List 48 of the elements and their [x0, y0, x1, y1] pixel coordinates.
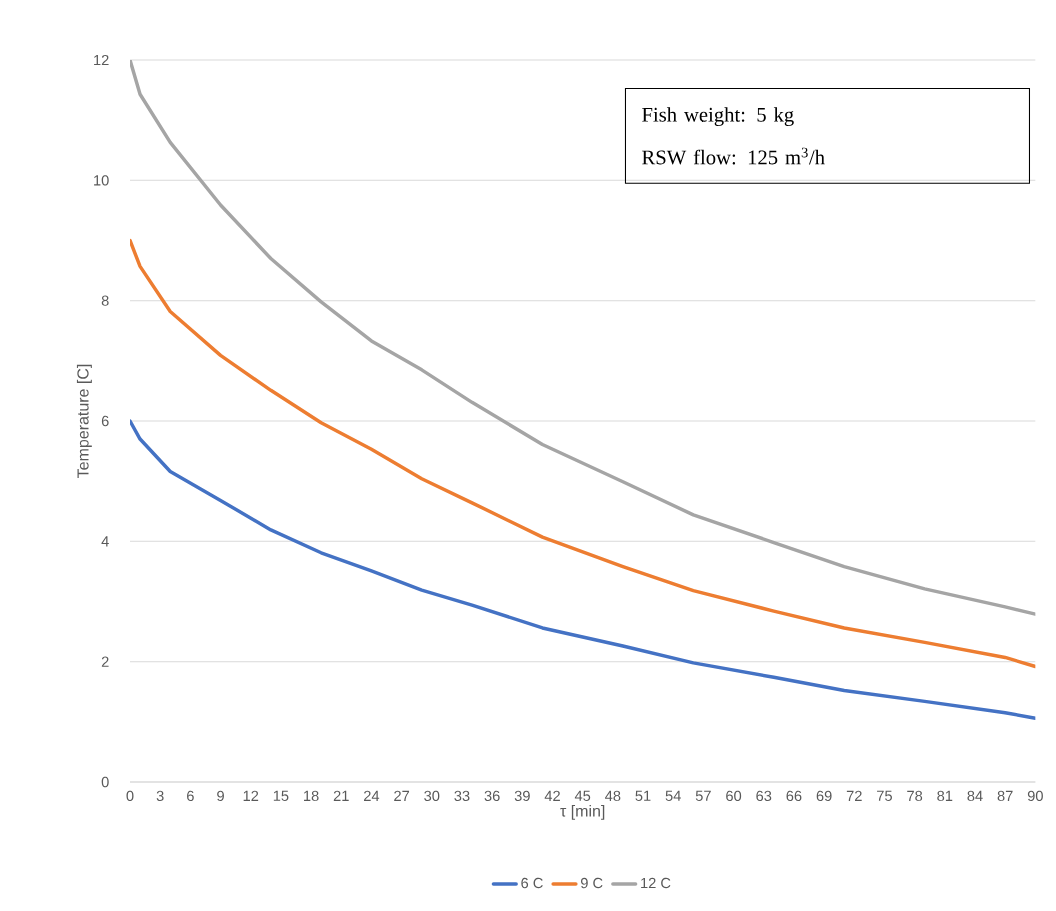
line-series [130, 238, 1036, 669]
legend-label: 12 C [641, 877, 671, 889]
y-tick-label: 8 [101, 295, 109, 306]
y-tick-label: 0 [101, 776, 109, 788]
x-tick-label: 21 [333, 790, 349, 801]
x-tick-label: 27 [394, 790, 410, 801]
y-tick-label: 12 [94, 54, 109, 66]
x-tick-label: 60 [726, 790, 742, 802]
line-series [130, 59, 1036, 616]
x-tick-label: 81 [937, 790, 953, 802]
legend-label: 9 C [580, 877, 603, 889]
x-tick-label: 90 [1027, 790, 1043, 802]
annotation: Fish weight: 5 kg [642, 107, 794, 126]
legend-label: 6 C [521, 877, 543, 889]
x-tick-label: 75 [877, 790, 892, 801]
x-tick-label: 72 [846, 790, 862, 801]
x-tick-label: 18 [304, 790, 319, 802]
annotation: RSW flow: 125 m$^{3}$/h [642, 147, 825, 165]
x-tick-label: 42 [544, 790, 560, 801]
x-tick-label: 54 [665, 790, 681, 801]
x-tick-label: 87 [997, 790, 1013, 802]
x-tick-label: 66 [786, 790, 802, 802]
x-tick-label: 15 [273, 790, 289, 801]
x-tick-label: 51 [635, 790, 651, 801]
y-axis-title: Temperature [C] [76, 364, 92, 478]
x-tick-label: 63 [756, 790, 772, 802]
x-tick-label: 30 [424, 790, 440, 802]
x-tick-label: 57 [695, 790, 711, 801]
x-tick-label: 45 [574, 790, 591, 801]
y-tick-label: 2 [101, 656, 109, 667]
x-tick-label: 84 [967, 790, 983, 802]
x-tick-label: 24 [364, 790, 380, 801]
x-tick-label: 6 [187, 790, 194, 802]
x-tick-label: 33 [454, 790, 470, 802]
y-tick-label: 4 [101, 536, 109, 547]
y-tick-label: 6 [101, 415, 109, 427]
x-tick-label: 36 [484, 790, 500, 802]
x-tick-label: 78 [907, 790, 923, 802]
x-tick-label: 9 [217, 790, 224, 802]
x-tick-label: 3 [156, 790, 164, 802]
y-tick-label: 10 [94, 175, 109, 186]
x-axis-title: τ [min] [560, 804, 605, 820]
x-tick-label: 0 [126, 790, 134, 802]
line-series [130, 419, 1036, 720]
x-tick-label: 12 [243, 790, 259, 801]
x-tick-label: 69 [816, 790, 832, 802]
x-tick-label: 48 [605, 790, 621, 802]
x-tick-label: 39 [514, 790, 530, 802]
